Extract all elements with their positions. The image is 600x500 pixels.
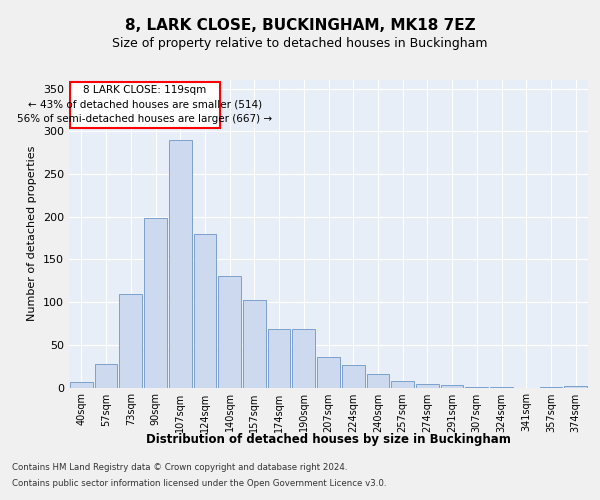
Text: Contains public sector information licensed under the Open Government Licence v3: Contains public sector information licen… [12, 479, 386, 488]
Bar [119, 294, 142, 388]
Text: Distribution of detached houses by size in Buckingham: Distribution of detached houses by size … [146, 432, 511, 446]
Bar [70, 382, 93, 388]
Bar [342, 366, 365, 388]
Bar [317, 357, 340, 388]
Text: Size of property relative to detached houses in Buckingham: Size of property relative to detached ho… [112, 38, 488, 51]
Text: 56% of semi-detached houses are larger (667) →: 56% of semi-detached houses are larger (… [17, 114, 272, 124]
Bar [416, 384, 439, 388]
Bar [194, 234, 216, 388]
Bar [466, 386, 488, 388]
FancyBboxPatch shape [70, 82, 220, 128]
Text: 8, LARK CLOSE, BUCKINGHAM, MK18 7EZ: 8, LARK CLOSE, BUCKINGHAM, MK18 7EZ [125, 18, 475, 32]
Bar [243, 300, 266, 388]
Text: ← 43% of detached houses are smaller (514): ← 43% of detached houses are smaller (51… [28, 100, 262, 110]
Bar [441, 385, 463, 388]
Bar [564, 386, 587, 388]
Bar [268, 330, 290, 388]
Bar [391, 380, 414, 388]
Bar [539, 386, 562, 388]
Bar [169, 140, 191, 388]
Text: Contains HM Land Registry data © Crown copyright and database right 2024.: Contains HM Land Registry data © Crown c… [12, 462, 347, 471]
Bar [490, 386, 513, 388]
Bar [144, 218, 167, 388]
Bar [218, 276, 241, 388]
Bar [95, 364, 118, 388]
Bar [292, 330, 315, 388]
Y-axis label: Number of detached properties: Number of detached properties [28, 146, 37, 322]
Bar [367, 374, 389, 388]
Text: 8 LARK CLOSE: 119sqm: 8 LARK CLOSE: 119sqm [83, 85, 206, 95]
